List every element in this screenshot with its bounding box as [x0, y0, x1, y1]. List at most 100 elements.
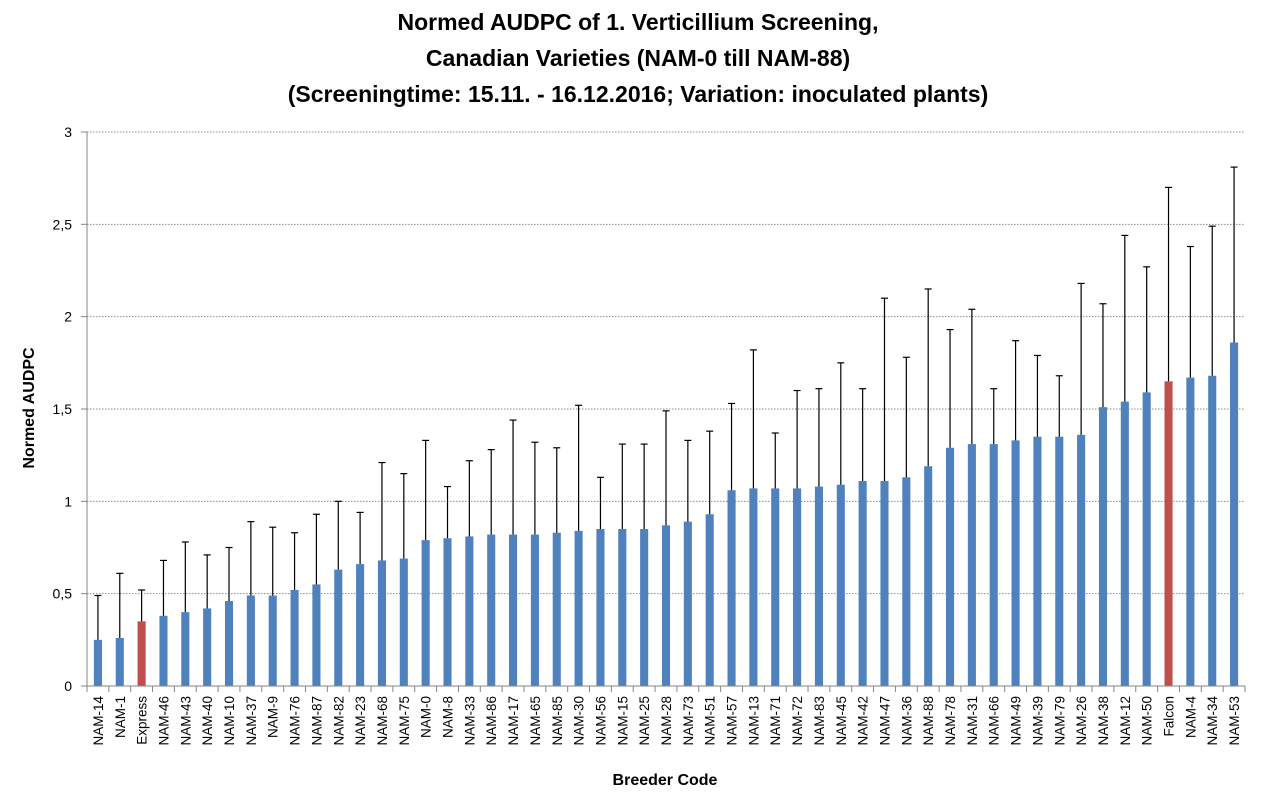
- bar: [749, 488, 758, 686]
- bar: [421, 540, 430, 686]
- x-tick-label: NAM-66: [987, 696, 1002, 746]
- bar: [1164, 381, 1173, 686]
- x-tick-label: NAM-73: [681, 696, 696, 746]
- x-tick-label: NAM-88: [921, 696, 936, 746]
- x-tick-label: NAM-26: [1074, 696, 1089, 746]
- x-tick-label: NAM-33: [462, 696, 477, 746]
- x-tick-label: NAM-36: [899, 696, 914, 746]
- y-tick-label: 0,5: [53, 586, 73, 602]
- x-tick-label: NAM-47: [877, 696, 892, 746]
- bar: [1186, 377, 1195, 686]
- x-tick-label: NAM-82: [331, 696, 346, 746]
- bar: [683, 521, 692, 686]
- x-tick-label: NAM-0: [419, 696, 434, 738]
- y-tick-label: 2: [64, 309, 72, 325]
- y-tick-label: 2,5: [53, 216, 73, 232]
- bar: [1208, 375, 1217, 686]
- bar: [574, 530, 583, 686]
- bar: [443, 538, 452, 686]
- bar: [727, 490, 736, 686]
- x-tick-label: NAM-45: [834, 696, 849, 746]
- x-tick-label: NAM-31: [965, 696, 980, 746]
- y-tick-label: 0: [64, 678, 72, 694]
- y-tick-label: 1,5: [53, 401, 73, 417]
- bar: [181, 612, 190, 686]
- x-tick-label: NAM-68: [375, 696, 390, 746]
- x-tick-label: NAM-53: [1227, 696, 1242, 746]
- bar: [1120, 401, 1129, 686]
- x-tick-label: NAM-40: [200, 696, 215, 746]
- x-tick-label: NAM-23: [353, 696, 368, 746]
- bar: [268, 595, 277, 686]
- bars: [93, 342, 1239, 686]
- x-tick-label: NAM-4: [1183, 696, 1198, 738]
- bar: [93, 639, 102, 686]
- bar: [1055, 436, 1064, 686]
- bar: [793, 488, 802, 686]
- bar: [858, 481, 867, 686]
- bar: [836, 484, 845, 686]
- x-tick-label: NAM-28: [659, 696, 674, 746]
- x-tick-label: NAM-65: [528, 696, 543, 746]
- y-tick-label: 1: [64, 493, 72, 509]
- bar: [334, 569, 343, 686]
- x-tick-label: NAM-57: [725, 696, 740, 746]
- bar: [1142, 392, 1151, 686]
- x-tick-label: NAM-25: [637, 696, 652, 746]
- x-tick-label: NAM-76: [288, 696, 303, 746]
- x-tick-label: NAM-37: [244, 696, 259, 746]
- bar: [377, 560, 387, 686]
- bar: [137, 621, 146, 686]
- x-tick-label: NAM-50: [1140, 696, 1155, 746]
- bar: [312, 584, 321, 686]
- bar: [509, 534, 518, 686]
- x-tick-label: NAM-30: [572, 696, 587, 746]
- bar: [945, 447, 955, 686]
- bar: [880, 481, 889, 686]
- bar: [1098, 407, 1108, 686]
- x-tick-label: NAM-8: [441, 696, 456, 738]
- bar: [1033, 436, 1042, 686]
- y-axis-title: Normed AUDPC: [21, 347, 38, 469]
- x-tick-label: NAM-71: [768, 696, 783, 746]
- bar: [487, 534, 496, 686]
- x-tick-label: NAM-78: [943, 696, 958, 746]
- bar: [640, 529, 649, 686]
- bar: [159, 615, 168, 686]
- x-tick-label: NAM-51: [703, 696, 718, 746]
- bar: [661, 525, 671, 686]
- x-tick-label: NAM-72: [790, 696, 805, 746]
- bar: [1011, 440, 1020, 686]
- x-tick-label: NAM-87: [309, 696, 324, 746]
- x-tick-label: NAM-9: [266, 696, 281, 738]
- x-tick-label: NAM-38: [1096, 696, 1111, 746]
- bar: [902, 477, 911, 686]
- title-line-3: (Screeningtime: 15.11. - 16.12.2016; Var…: [287, 81, 989, 107]
- x-tick-label: NAM-1: [113, 696, 128, 738]
- chart-title: Normed AUDPC of 1. Verticillium Screenin…: [0, 4, 1276, 112]
- x-tick-label: NAM-56: [593, 696, 608, 746]
- bar: [399, 558, 408, 686]
- bar: [814, 486, 823, 686]
- title-line-2: Canadian Varieties (NAM-0 till NAM-88): [425, 45, 851, 71]
- bar: [530, 534, 539, 686]
- bar: [115, 637, 124, 686]
- x-tick-label: NAM-39: [1030, 696, 1045, 746]
- x-tick-label: NAM-34: [1205, 696, 1220, 746]
- y-tick-label: 3: [64, 124, 72, 140]
- x-tick-label: NAM-10: [222, 696, 237, 746]
- x-tick-label: NAM-75: [397, 696, 412, 746]
- bar: [356, 564, 365, 686]
- x-tick-label: NAM-13: [746, 696, 761, 746]
- bar: [967, 444, 976, 686]
- bar: [203, 608, 212, 686]
- x-tick-label: NAM-79: [1052, 696, 1067, 746]
- x-tick-label: NAM-12: [1118, 696, 1133, 746]
- tick-labels: 0 0,5 1 1,5 2 2,5 3 NAM-14 NAM-1 Express NAM-46 NAM…: [53, 124, 1243, 746]
- x-tick-label: NAM-85: [550, 696, 565, 746]
- error-bars: [94, 166, 1238, 640]
- bar: [246, 595, 255, 686]
- bar: [552, 532, 561, 686]
- bar: [596, 529, 605, 686]
